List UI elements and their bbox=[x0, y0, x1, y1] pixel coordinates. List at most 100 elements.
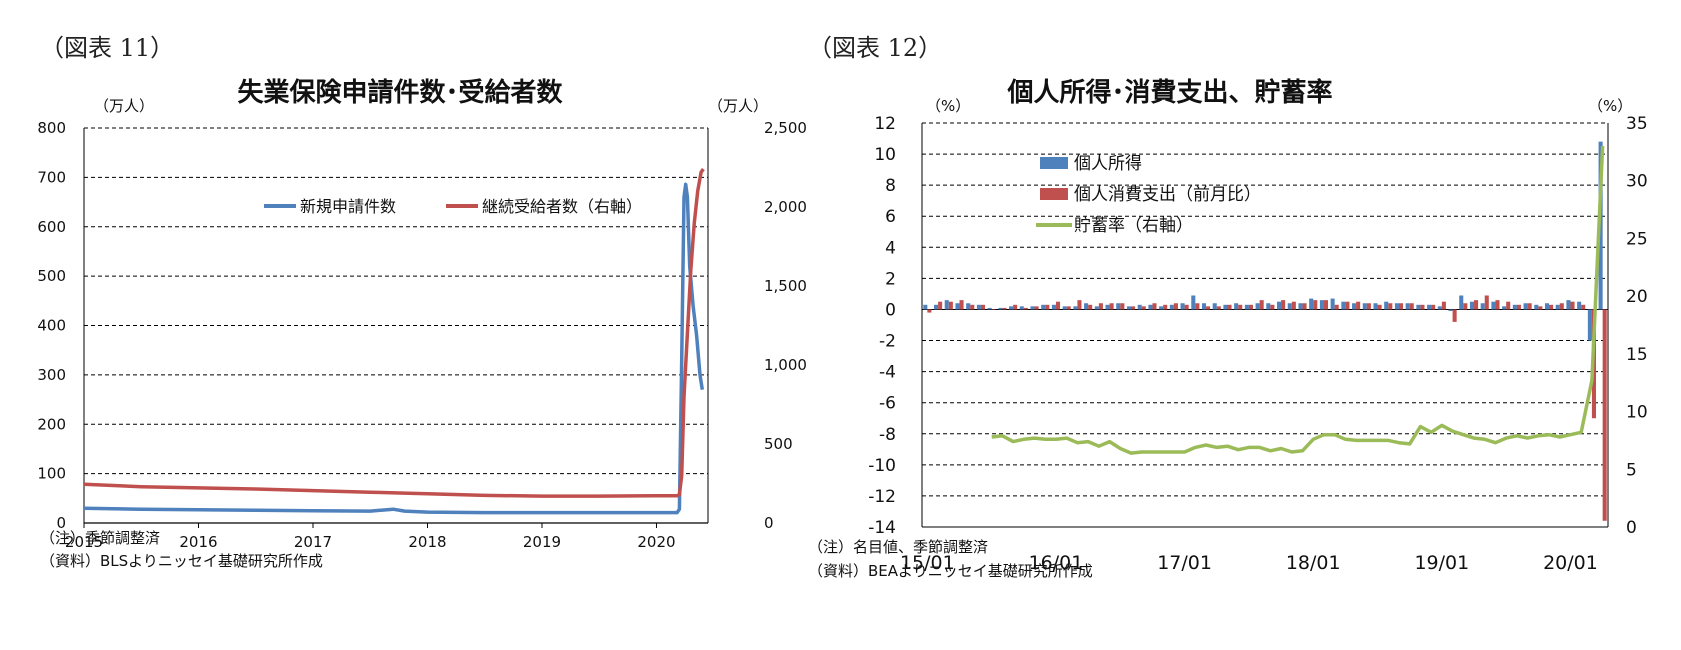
bar-1 bbox=[1405, 303, 1410, 310]
figure-label-12: （図表 12） bbox=[808, 34, 943, 62]
bar-1 bbox=[1277, 301, 1282, 310]
x-tick-label-r: 15/01 bbox=[900, 552, 955, 574]
legend-swatch-r-2 bbox=[1040, 188, 1068, 200]
bar-1 bbox=[1287, 303, 1292, 310]
bar-2 bbox=[1088, 304, 1093, 310]
series-line-1 bbox=[83, 182, 705, 515]
y-right-tick-label-r: 20 bbox=[1626, 287, 1648, 307]
bar-2 bbox=[1248, 304, 1253, 310]
bar-1 bbox=[1577, 301, 1582, 310]
bar-2 bbox=[1313, 300, 1318, 310]
bar-2 bbox=[980, 304, 986, 310]
y-right-tick-label-r: 15 bbox=[1626, 345, 1648, 365]
bar-2 bbox=[1013, 304, 1018, 310]
bar-2 bbox=[970, 304, 975, 310]
x-tick-label-r: 17/01 bbox=[1157, 552, 1212, 574]
y-right-tick-label-r: 25 bbox=[1626, 229, 1648, 249]
series-line-2 bbox=[83, 168, 705, 498]
bar-2 bbox=[1023, 307, 1028, 310]
bar-2 bbox=[1034, 306, 1039, 310]
x-tick-label-r: 16/01 bbox=[1029, 552, 1084, 574]
y-left-tick-label: 200 bbox=[37, 415, 66, 433]
bar-1 bbox=[1148, 304, 1153, 310]
bar-2 bbox=[1045, 304, 1050, 310]
y-left-tick-label: 0 bbox=[56, 514, 66, 532]
y-right-tick-label: 2,000 bbox=[764, 198, 807, 216]
bar-2 bbox=[1484, 295, 1489, 310]
bar-1 bbox=[1212, 303, 1217, 310]
x-tick-label-r: 18/01 bbox=[1286, 552, 1341, 574]
bar-1 bbox=[955, 303, 960, 310]
bar-2 bbox=[1366, 303, 1371, 310]
legend-label-left-2: 継続受給者数（右軸） bbox=[482, 197, 642, 216]
bar-1 bbox=[1491, 301, 1496, 310]
bar-1 bbox=[1073, 306, 1078, 310]
note-right-1: （注）名目値、季節調整済 bbox=[808, 538, 989, 556]
y-right-unit: （万人） bbox=[708, 97, 768, 115]
bar-2 bbox=[1055, 301, 1061, 310]
bar-1 bbox=[987, 307, 992, 310]
y-left-tick-label-r: -4 bbox=[879, 363, 896, 383]
bar-2 bbox=[959, 300, 964, 310]
figure-label-11: （図表 11） bbox=[40, 34, 175, 62]
y-left-tick-label-r: -6 bbox=[879, 394, 896, 414]
bar-2 bbox=[1163, 304, 1168, 310]
bar-2 bbox=[1356, 301, 1361, 310]
y-left-tick-label-r: 10 bbox=[874, 145, 896, 165]
note-left-2: （資料）BLSよりニッセイ基礎研究所作成 bbox=[40, 552, 323, 570]
y-right-tick-label: 0 bbox=[764, 514, 774, 532]
y-left-tick-label: 700 bbox=[37, 168, 66, 186]
bar-2 bbox=[1463, 303, 1468, 310]
bar-1 bbox=[1427, 304, 1432, 310]
x-tick-label: 2017 bbox=[294, 533, 332, 551]
bar-2 bbox=[1441, 301, 1446, 310]
y-left-tick-label-r: -10 bbox=[868, 456, 896, 476]
bar-2 bbox=[1206, 306, 1211, 310]
y-right-tick-label-r: 5 bbox=[1626, 460, 1637, 480]
bar-2 bbox=[1581, 304, 1586, 310]
y-right-tick-label-r: 10 bbox=[1626, 403, 1648, 423]
bar-2 bbox=[1323, 300, 1329, 310]
bar-1 bbox=[923, 304, 928, 310]
bar-2 bbox=[1302, 303, 1307, 310]
bar-2 bbox=[1259, 300, 1264, 310]
bar-1 bbox=[1544, 303, 1550, 310]
x-tick-label: 2019 bbox=[523, 533, 561, 551]
y-right-tick-label: 1,000 bbox=[764, 356, 807, 374]
y-left-tick-label-r: -12 bbox=[868, 487, 896, 507]
y-left-unit-r: （%） bbox=[926, 97, 970, 115]
bar-2 bbox=[1098, 303, 1103, 310]
bar-1 bbox=[944, 300, 949, 310]
bar-1 bbox=[1512, 304, 1517, 310]
y-left-tick-label-r: 2 bbox=[885, 269, 896, 289]
bar-1 bbox=[1255, 303, 1260, 310]
bar-2 bbox=[1216, 306, 1221, 310]
y-left-tick-label-r: -2 bbox=[879, 332, 896, 352]
x-tick-label: 2015 bbox=[65, 533, 103, 551]
note-right-2: （資料）BEAよりニッセイ基礎研究所作成 bbox=[808, 562, 1093, 580]
y-right-unit-r: （%） bbox=[1588, 97, 1632, 115]
bar-2 bbox=[1281, 300, 1286, 310]
bar-1 bbox=[1062, 306, 1067, 310]
y-left-tick-label: 100 bbox=[37, 465, 66, 483]
bar-2 bbox=[1002, 307, 1007, 310]
bar-1 bbox=[1469, 301, 1475, 310]
y-left-tick-label-r: 8 bbox=[885, 176, 896, 196]
x-tick-label-r: 20/01 bbox=[1543, 552, 1598, 574]
y-left-unit: （万人） bbox=[94, 97, 154, 115]
bar-1 bbox=[1201, 303, 1207, 310]
series-line-savings bbox=[991, 146, 1605, 455]
bar-2 bbox=[1431, 304, 1436, 310]
x-tick-label: 2016 bbox=[179, 533, 217, 551]
bar-2 bbox=[1109, 303, 1114, 310]
bar-1 bbox=[1169, 304, 1174, 310]
bar-1 bbox=[1159, 306, 1164, 310]
bar-2 bbox=[1173, 303, 1178, 310]
y-right-tick-label-r: 30 bbox=[1626, 172, 1648, 192]
bar-2 bbox=[938, 301, 943, 310]
x-tick-label: 2018 bbox=[408, 533, 446, 551]
bar-1 bbox=[1094, 306, 1099, 310]
bar-2 bbox=[1066, 306, 1071, 310]
y-left-tick-label-r: 0 bbox=[885, 300, 896, 320]
